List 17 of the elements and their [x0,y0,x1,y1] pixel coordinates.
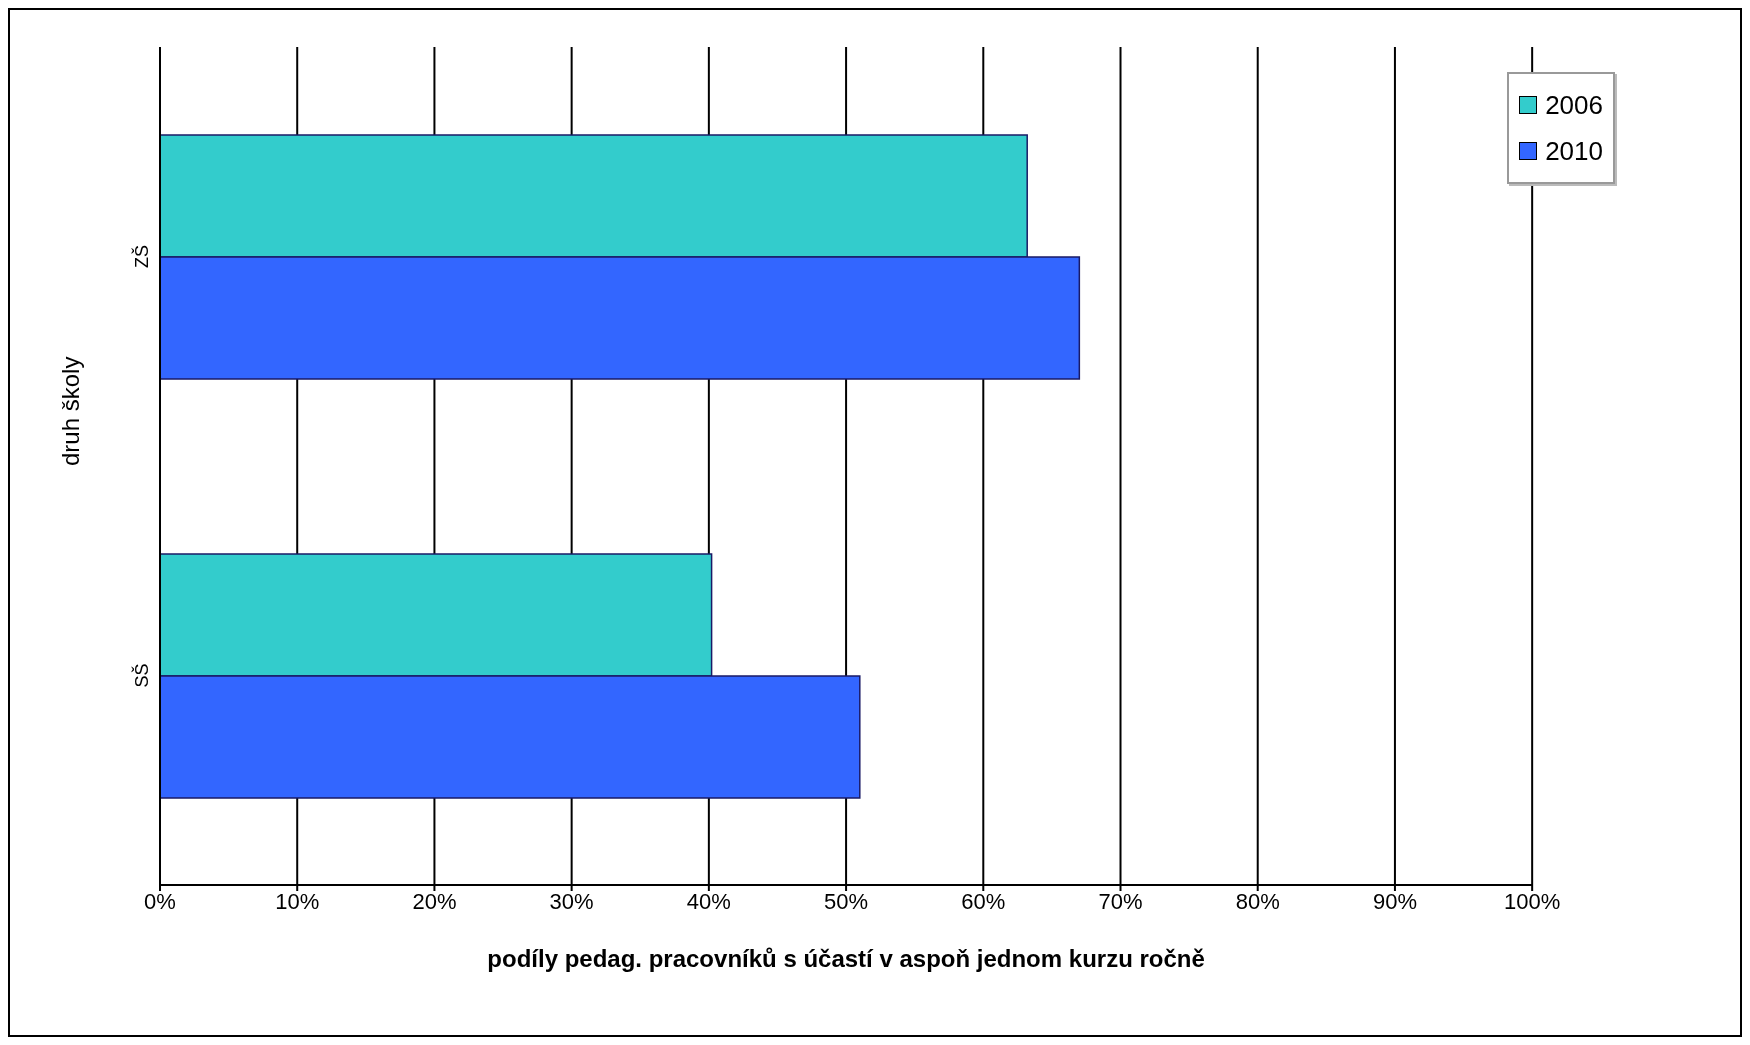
x-tick-label: 100% [1504,888,1561,914]
x-tick-label: 70% [1098,888,1143,914]
x-tick-label: 30% [549,888,594,914]
x-axis-title: podíly pedag. pracovníků s účastí v aspoň jednom kurzu ročně [487,945,1205,972]
x-tick-label: 0% [144,888,176,914]
x-tick-label: 10% [275,888,320,914]
y-axis-title: druh školy [56,356,84,466]
x-tick-label: 50% [824,888,869,914]
x-tick-label: 20% [412,888,457,914]
y-tick-label: SŠ [131,663,152,688]
legend-label: 2006 [1544,89,1603,122]
x-tick-label: 80% [1235,888,1280,914]
x-tick-label: 40% [686,888,731,914]
legend-label: 2010 [1544,135,1603,168]
x-tick-label: 60% [961,888,1006,914]
x-tick-label: 90% [1372,888,1417,914]
y-tick-label: ZŠ [131,244,152,269]
